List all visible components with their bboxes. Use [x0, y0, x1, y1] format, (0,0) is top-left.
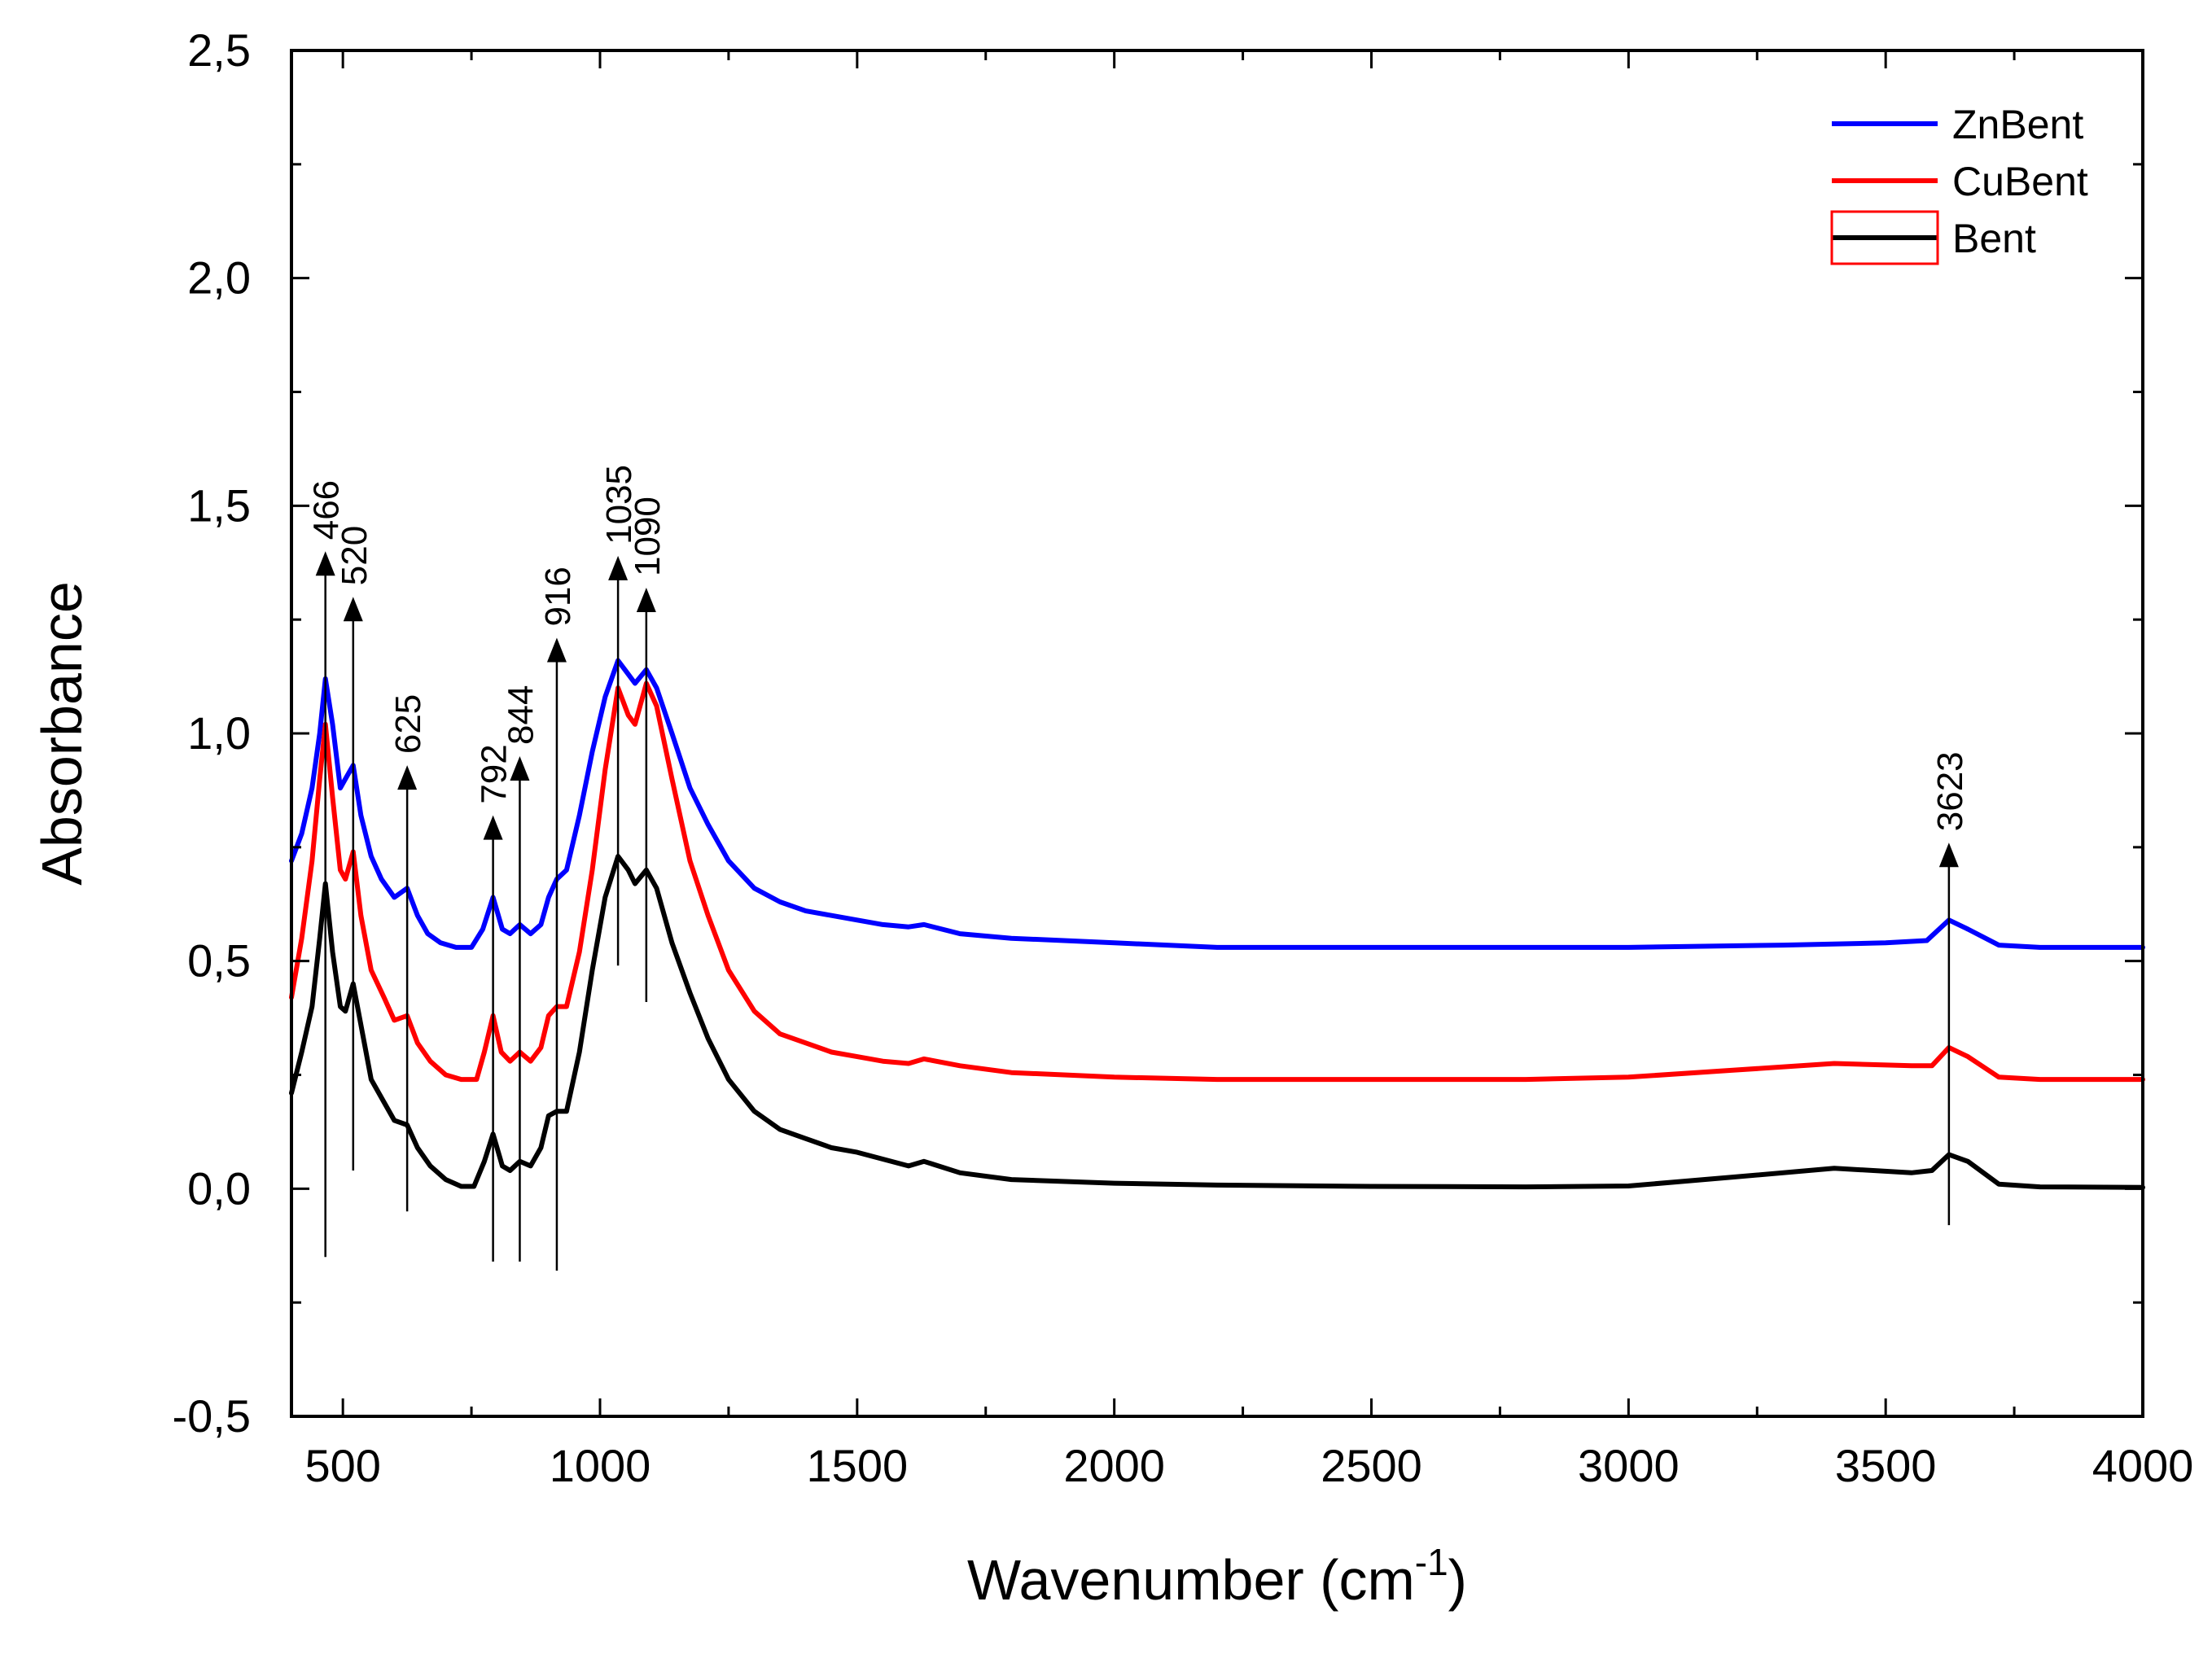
peak-label: 520	[335, 526, 375, 585]
peak-arrowhead	[397, 765, 418, 790]
peak-label: 3623	[1930, 751, 1970, 831]
x-axis-title-suffix: )	[1448, 1548, 1467, 1612]
legend-label-znbent: ZnBent	[1952, 102, 2083, 147]
legend-label-cubent: CuBent	[1952, 159, 2088, 204]
axes-layer: 500 1000 1500 2000 2500 3000 3500 4000 -0,5 0,0 0,…	[173, 24, 2194, 1491]
y-tick-label: -0,5	[173, 1390, 252, 1442]
y-tick-label: 0,5	[187, 935, 251, 987]
x-tick-label: 1000	[550, 1440, 651, 1491]
x-tick-label: 3500	[1835, 1440, 1937, 1491]
peak-label: 916	[538, 567, 578, 626]
legend-label-bent: Bent	[1952, 216, 2036, 261]
x-tick-label: 500	[304, 1440, 380, 1491]
peak-arrowhead	[483, 815, 503, 840]
peak-arrowhead	[1938, 842, 1959, 868]
x-axis-title: Wavenumber (cm-1)	[967, 1541, 1467, 1612]
peak-arrowhead	[608, 555, 629, 580]
y-axis-title: Absorbance	[30, 581, 94, 886]
x-tick-label: 2000	[1063, 1440, 1165, 1491]
y-tick-label: 2,0	[187, 252, 251, 304]
peak-label: 1090	[628, 497, 668, 576]
y-tick-label: 0,0	[187, 1162, 251, 1214]
peak-label: 625	[388, 694, 428, 754]
peak-label: 844	[501, 685, 541, 745]
y-tick-label: 1,0	[187, 707, 251, 759]
series-line-znbent	[289, 658, 2145, 950]
y-tick-label: 2,5	[187, 24, 251, 76]
x-axis-title-superscript: -1	[1415, 1541, 1448, 1583]
x-tick-label: 4000	[2092, 1440, 2194, 1491]
legend: ZnBent CuBent Bent	[1830, 102, 2088, 265]
peak-label: 792	[475, 744, 515, 803]
peak-arrowhead	[343, 597, 363, 622]
peak-arrowhead	[315, 551, 335, 576]
peak-arrowhead	[636, 588, 656, 613]
x-tick-label: 2500	[1321, 1440, 1422, 1491]
peak-label: 1035	[599, 465, 639, 545]
x-axis-title-main: Wavenumber (cm	[967, 1548, 1415, 1612]
x-tick-label: 1500	[807, 1440, 909, 1491]
peak-arrowhead	[510, 755, 530, 781]
peak-arrowhead	[546, 637, 567, 663]
y-tick-label: 1,5	[187, 479, 251, 531]
x-tick-label: 3000	[1578, 1440, 1680, 1491]
legend-highlight-box	[1830, 210, 1939, 265]
peak-label: 466	[307, 480, 347, 540]
